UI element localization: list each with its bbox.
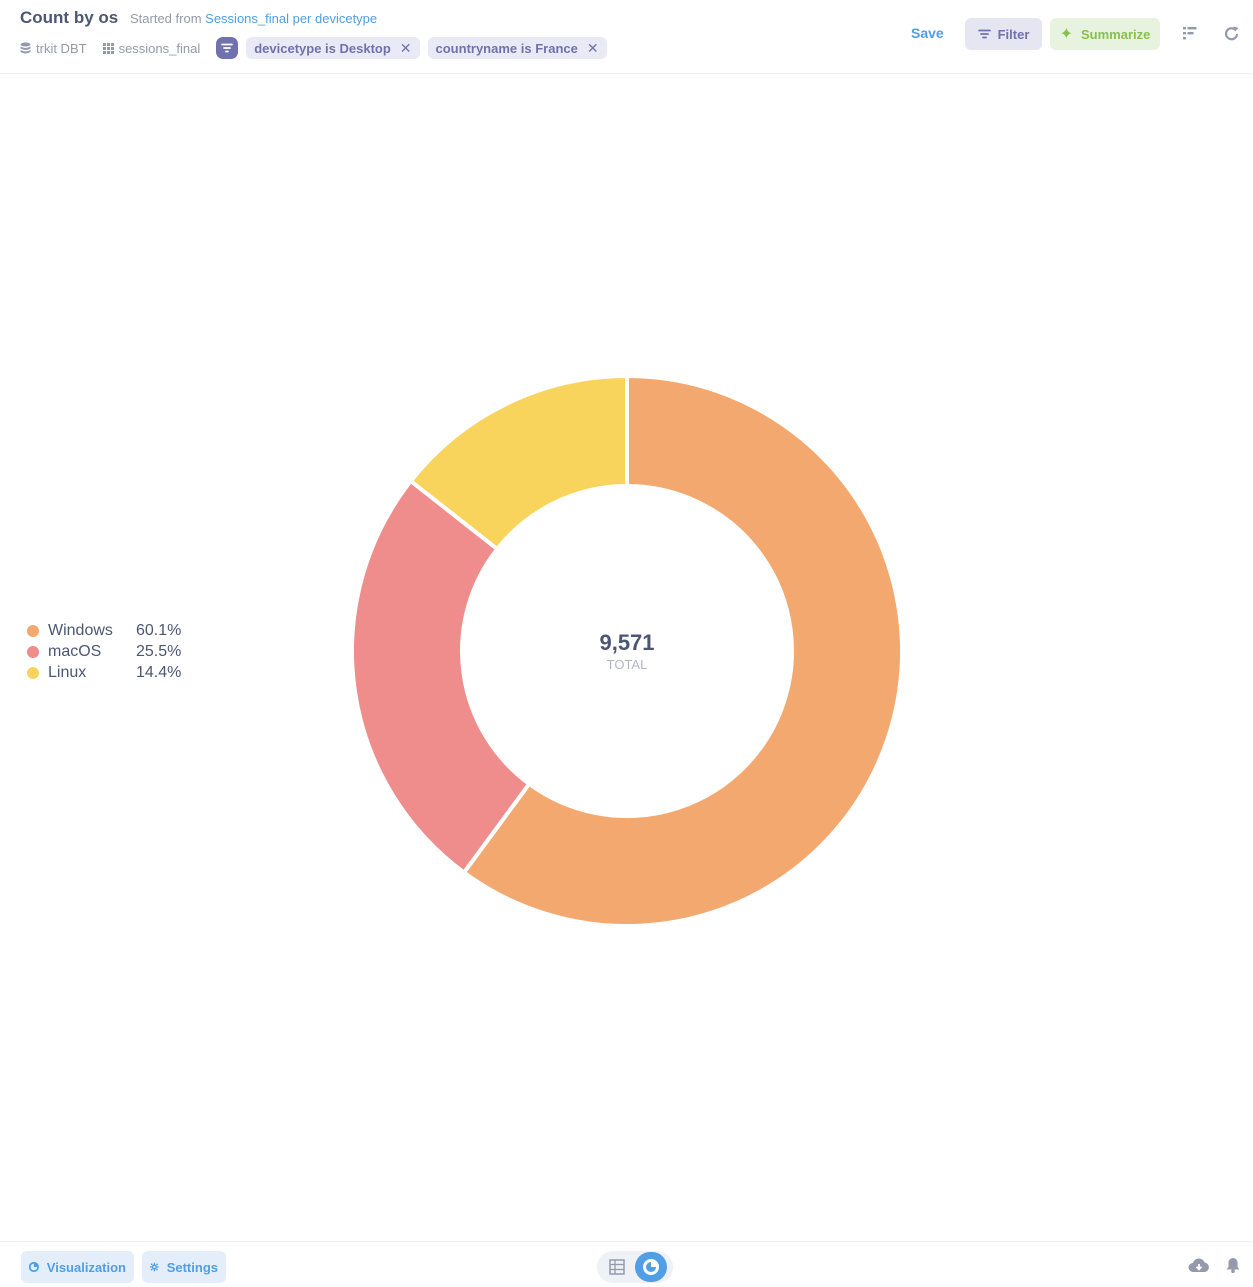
legend-percent: 60.1% bbox=[136, 621, 182, 639]
query-footer: Visualization Settings bbox=[0, 1241, 1253, 1287]
table-grid-icon bbox=[102, 42, 114, 54]
donut-total-label: TOTAL bbox=[606, 657, 648, 672]
legend-label: Windows bbox=[48, 621, 113, 639]
remove-filter-icon[interactable]: ✕ bbox=[399, 39, 412, 56]
filter-pill-label: devicetype is Desktop bbox=[254, 40, 391, 56]
remove-filter-icon[interactable]: ✕ bbox=[586, 39, 599, 56]
legend-percent: 14.4% bbox=[136, 663, 182, 681]
legend-item-macos[interactable]: macOS 25.5% bbox=[27, 641, 196, 662]
filter-pill-countryname[interactable]: countryname is France ✕ bbox=[427, 37, 607, 59]
gear-icon bbox=[150, 1262, 159, 1272]
legend-dot bbox=[27, 645, 39, 658]
query-header: Count by os Started from Sessions_final … bbox=[0, 0, 1253, 74]
legend-item-windows[interactable]: Windows 60.1% bbox=[27, 620, 196, 641]
visualization-button[interactable]: Visualization bbox=[21, 1251, 134, 1283]
donut-slice-windows[interactable] bbox=[461, 373, 904, 928]
bell-icon[interactable] bbox=[1226, 1257, 1240, 1273]
save-button[interactable]: Save bbox=[911, 25, 944, 41]
question-title[interactable]: Count by os bbox=[20, 8, 119, 27]
summarize-button-label: Summarize bbox=[1081, 26, 1151, 42]
database-name: trkit DBT bbox=[36, 40, 87, 56]
summarize-button[interactable]: ✦ Summarize bbox=[1050, 18, 1160, 50]
settings-label: Settings bbox=[166, 1259, 218, 1275]
chart-view-toggle[interactable] bbox=[635, 1252, 667, 1282]
legend-percent: 25.5% bbox=[136, 642, 182, 660]
filter-button[interactable]: Filter bbox=[965, 18, 1042, 50]
refresh-icon[interactable] bbox=[1224, 26, 1240, 42]
database-icon bbox=[20, 42, 31, 54]
filter-icon bbox=[221, 43, 234, 53]
filter-pill-devicetype[interactable]: devicetype is Desktop ✕ bbox=[246, 37, 420, 59]
legend-dot bbox=[27, 624, 39, 637]
legend-dot bbox=[27, 666, 39, 679]
visualization-label: Visualization bbox=[46, 1259, 126, 1275]
filters-toggle-button[interactable] bbox=[216, 37, 239, 59]
started-from-prefix: Started from bbox=[130, 11, 202, 26]
chart-legend: Windows 60.1% macOS 25.5% Linux 14.4% bbox=[27, 620, 196, 683]
donut-slice-linux[interactable] bbox=[407, 373, 629, 552]
source-question-link[interactable]: Sessions_final per devicetype bbox=[205, 11, 378, 26]
legend-label: macOS bbox=[48, 642, 102, 660]
download-icon[interactable] bbox=[1188, 1258, 1210, 1274]
notebook-icon[interactable] bbox=[1183, 26, 1197, 40]
table-crumb[interactable]: sessions_final bbox=[102, 40, 201, 56]
donut-chart bbox=[350, 373, 904, 928]
donut-slice-macos[interactable] bbox=[350, 478, 532, 876]
settings-button[interactable]: Settings bbox=[142, 1251, 226, 1283]
filter-icon bbox=[977, 29, 991, 39]
table-name: sessions_final bbox=[118, 40, 201, 56]
sparkle-icon: ✦ bbox=[1059, 26, 1074, 43]
view-toggle bbox=[597, 1251, 673, 1283]
legend-item-linux[interactable]: Linux 14.4% bbox=[27, 662, 196, 683]
filter-pill-label: countryname is France bbox=[435, 40, 578, 56]
pie-chart-icon bbox=[643, 1259, 659, 1275]
legend-label: Linux bbox=[48, 663, 87, 681]
started-from: Started from Sessions_final per devicety… bbox=[130, 11, 377, 26]
pie-chart-icon bbox=[29, 1261, 39, 1273]
breadcrumb: trkit DBT sessions_final devicetype is D… bbox=[20, 37, 615, 59]
chart-area: 9,571 TOTAL Windows 60.1% macOS 25.5% Li… bbox=[0, 74, 1253, 1241]
donut-total-value: 9,571 bbox=[599, 630, 655, 655]
table-view-icon[interactable] bbox=[609, 1259, 625, 1275]
filter-button-label: Filter bbox=[997, 26, 1030, 42]
database-crumb[interactable]: trkit DBT bbox=[20, 41, 87, 56]
